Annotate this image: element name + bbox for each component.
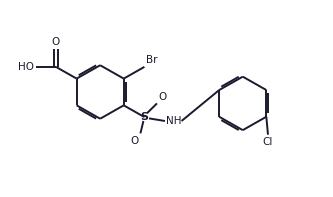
Text: Br: Br bbox=[146, 55, 158, 65]
Text: O: O bbox=[158, 92, 166, 102]
Text: Cl: Cl bbox=[263, 137, 273, 147]
Text: S: S bbox=[141, 112, 149, 122]
Text: HO: HO bbox=[18, 62, 34, 72]
Text: O: O bbox=[52, 37, 60, 47]
Text: NH: NH bbox=[166, 116, 182, 126]
Text: O: O bbox=[131, 136, 139, 146]
